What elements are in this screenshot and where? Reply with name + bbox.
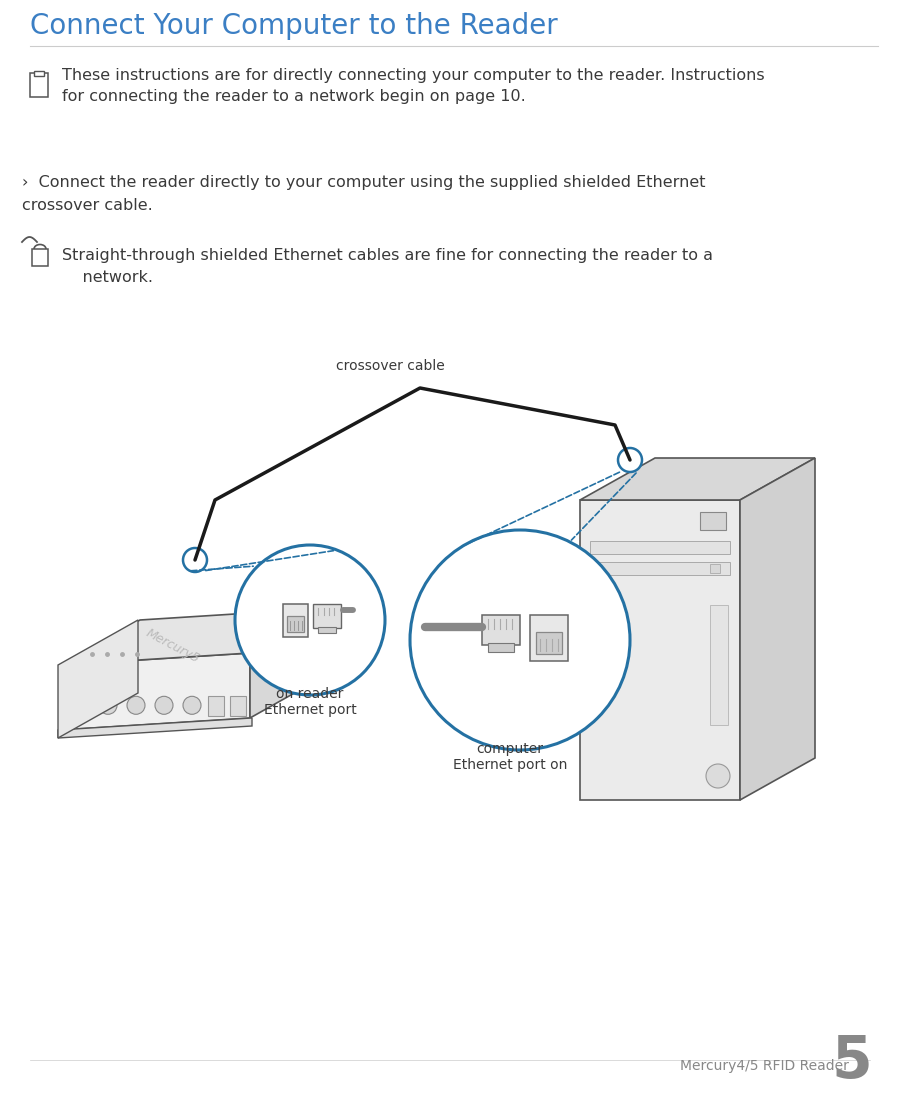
Text: for connecting the reader to a network begin on page 10.: for connecting the reader to a network b… <box>62 89 526 104</box>
Text: Ethernet port on: Ethernet port on <box>453 758 567 772</box>
FancyBboxPatch shape <box>34 71 44 76</box>
Circle shape <box>99 696 117 715</box>
Polygon shape <box>58 620 138 738</box>
FancyBboxPatch shape <box>590 562 730 575</box>
FancyBboxPatch shape <box>710 564 720 573</box>
Polygon shape <box>580 500 740 800</box>
Circle shape <box>127 696 145 715</box>
Text: crossover cable.: crossover cable. <box>22 198 153 213</box>
Circle shape <box>155 696 173 715</box>
Circle shape <box>410 530 630 750</box>
FancyBboxPatch shape <box>710 605 728 725</box>
Circle shape <box>183 696 201 715</box>
Circle shape <box>706 764 730 788</box>
FancyBboxPatch shape <box>530 615 568 661</box>
FancyBboxPatch shape <box>287 616 304 631</box>
Text: network.: network. <box>62 270 153 285</box>
Text: 5: 5 <box>832 1033 872 1090</box>
FancyBboxPatch shape <box>590 541 730 554</box>
Text: Connect Your Computer to the Reader: Connect Your Computer to the Reader <box>30 12 558 40</box>
FancyBboxPatch shape <box>313 604 340 628</box>
FancyBboxPatch shape <box>230 696 246 716</box>
Circle shape <box>618 448 642 472</box>
Circle shape <box>183 548 207 572</box>
Circle shape <box>235 545 385 695</box>
Polygon shape <box>60 653 250 730</box>
Polygon shape <box>58 718 252 738</box>
Text: ›  Connect the reader directly to your computer using the supplied shielded Ethe: › Connect the reader directly to your co… <box>22 175 706 190</box>
Text: These instructions are for directly connecting your computer to the reader. Inst: These instructions are for directly conn… <box>62 68 765 83</box>
FancyBboxPatch shape <box>32 249 48 266</box>
FancyBboxPatch shape <box>488 643 514 652</box>
Polygon shape <box>580 458 815 500</box>
FancyBboxPatch shape <box>318 627 337 634</box>
Text: on reader: on reader <box>276 687 344 701</box>
FancyBboxPatch shape <box>700 512 726 530</box>
Text: crossover cable: crossover cable <box>336 359 445 373</box>
FancyBboxPatch shape <box>283 604 308 637</box>
Text: Ethernet port: Ethernet port <box>264 703 356 717</box>
Polygon shape <box>250 608 330 718</box>
FancyBboxPatch shape <box>482 615 520 645</box>
FancyBboxPatch shape <box>30 72 48 97</box>
Polygon shape <box>740 458 815 800</box>
Text: Mercury5: Mercury5 <box>143 627 202 665</box>
FancyBboxPatch shape <box>208 696 224 716</box>
Polygon shape <box>60 608 330 665</box>
Text: Straight-through shielded Ethernet cables are fine for connecting the reader to : Straight-through shielded Ethernet cable… <box>62 248 713 264</box>
Circle shape <box>71 696 89 715</box>
Text: computer: computer <box>476 742 544 757</box>
FancyBboxPatch shape <box>536 632 562 654</box>
Text: Mercury4/5 RFID Reader: Mercury4/5 RFID Reader <box>680 1058 849 1073</box>
